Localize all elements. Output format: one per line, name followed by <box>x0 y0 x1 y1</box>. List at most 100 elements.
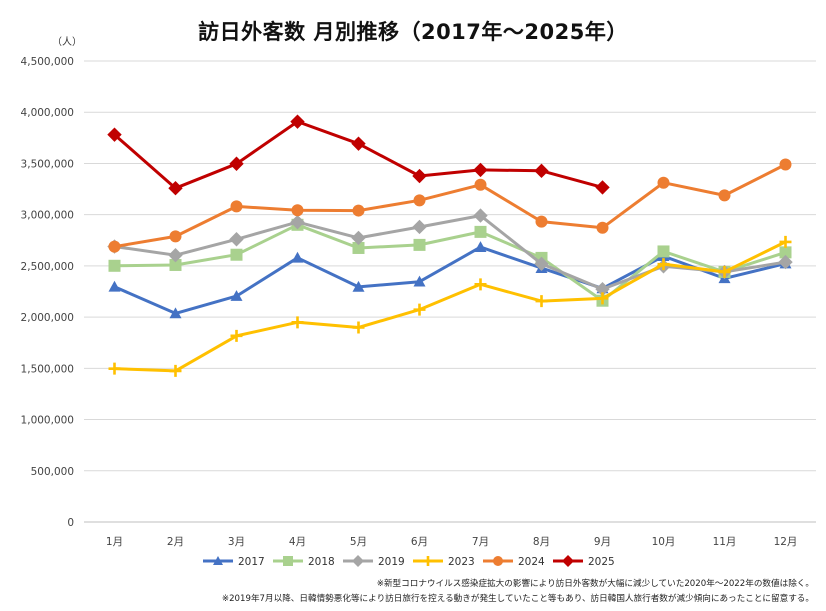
y-tick-label: 1,500,000 <box>21 363 74 375</box>
legend-label: 2025 <box>588 556 615 568</box>
series-line-2023 <box>113 240 787 373</box>
legend-marker <box>213 556 223 565</box>
data-point-2018 <box>169 258 182 271</box>
legend-item-2019: 2019 <box>343 555 405 568</box>
series-2019 <box>107 208 793 297</box>
data-point-2019 <box>595 281 610 297</box>
x-tick-label: 4月 <box>289 536 306 548</box>
data-point-2023 <box>779 235 792 248</box>
series-2024 <box>108 158 792 253</box>
legend-label: 2019 <box>378 556 405 568</box>
data-point-2023 <box>413 303 426 316</box>
x-tick-label: 3月 <box>228 536 245 548</box>
data-point-2017 <box>413 275 426 287</box>
x-tick-label: 8月 <box>533 536 550 548</box>
legend-marker <box>423 556 433 566</box>
data-point-2019 <box>473 208 488 223</box>
data-point-2025 <box>229 156 244 171</box>
data-point-2017 <box>352 280 365 292</box>
x-tick-label: 12月 <box>774 536 798 548</box>
data-point-2023 <box>474 278 487 291</box>
data-point-2019 <box>534 256 549 272</box>
data-point-2019 <box>168 248 183 263</box>
y-tick-label: 3,000,000 <box>21 210 74 222</box>
data-point-2023 <box>352 321 365 334</box>
data-point-2025 <box>473 162 488 178</box>
legend-marker <box>283 556 293 566</box>
data-point-2025 <box>290 114 305 129</box>
x-axis-ticks: 1月 2月 3月 4月 5月 6月 7月 8月 9月 10月 11月 12月 <box>106 536 798 548</box>
data-point-2017 <box>291 251 304 263</box>
y-axis-unit-label: （人） <box>52 37 82 48</box>
x-tick-label: 7月 <box>472 536 489 548</box>
data-point-2024 <box>535 215 548 228</box>
data-point-2018 <box>413 238 426 251</box>
data-point-2024 <box>291 204 304 217</box>
data-point-2023 <box>169 364 182 377</box>
data-point-2025 <box>107 127 122 142</box>
data-point-2024 <box>108 240 121 253</box>
data-point-2024 <box>718 189 731 202</box>
footnote-2: ※2019年7月以降、日韓情勢悪化等により訪日旅行を控える動きが発生していたこと… <box>221 594 814 604</box>
data-point-2018 <box>352 241 365 254</box>
data-point-2019 <box>412 219 427 235</box>
data-point-2017 <box>230 290 243 301</box>
y-tick-label: 500,000 <box>31 466 74 478</box>
data-point-2023 <box>291 316 304 329</box>
data-point-2024 <box>474 178 487 191</box>
data-point-2019 <box>351 230 366 246</box>
data-point-2025 <box>351 136 366 151</box>
data-point-2023 <box>596 292 609 305</box>
y-tick-label: 4,500,000 <box>21 56 74 68</box>
data-point-2018 <box>474 225 487 238</box>
y-tick-label: 1,000,000 <box>21 415 74 427</box>
data-point-2023 <box>230 329 243 342</box>
data-point-2023 <box>657 258 670 271</box>
series-line-2025 <box>113 120 604 190</box>
legend-marker <box>562 555 574 567</box>
data-point-2024 <box>169 230 182 243</box>
data-point-2017 <box>108 280 121 292</box>
legend-marker <box>493 556 503 566</box>
data-point-2019 <box>778 254 793 270</box>
legend-item-2018: 2018 <box>273 556 335 568</box>
legend-label: 2018 <box>308 556 335 568</box>
series-2025 <box>107 114 610 196</box>
series-2023 <box>108 235 792 377</box>
series-2017 <box>108 241 792 319</box>
x-tick-label: 9月 <box>594 536 611 548</box>
data-point-2018 <box>230 248 243 261</box>
data-point-2023 <box>718 265 731 278</box>
legend: 2017 2018 2019 2023 2024 2025 <box>203 555 615 568</box>
y-tick-label: 2,000,000 <box>21 312 74 324</box>
data-point-2019 <box>290 214 305 230</box>
series-line-2019 <box>113 214 787 291</box>
legend-label: 2017 <box>238 556 265 568</box>
legend-item-2024: 2024 <box>483 556 545 568</box>
legend-marker <box>352 555 364 567</box>
series-line-2024 <box>113 163 787 249</box>
y-tick-label: 3,500,000 <box>21 158 74 170</box>
y-axis-ticks: 0 500,000 1,000,000 1,500,000 2,000,000 2,500… <box>21 56 74 529</box>
gridlines <box>84 60 816 523</box>
data-point-2018 <box>657 245 670 258</box>
data-point-2025 <box>412 168 427 184</box>
legend-label: 2023 <box>448 556 475 568</box>
y-tick-label: 4,000,000 <box>21 107 74 119</box>
data-point-2017 <box>474 241 487 252</box>
x-tick-label: 6月 <box>411 536 428 548</box>
series-line-2017 <box>113 245 787 315</box>
data-point-2023 <box>108 362 121 375</box>
data-point-2025 <box>168 181 183 196</box>
legend-item-2017: 2017 <box>203 556 265 568</box>
chart-title: 訪日外客数 月別推移（2017年～2025年） <box>198 20 628 44</box>
legend-item-2025: 2025 <box>553 555 615 568</box>
y-tick-label: 2,500,000 <box>21 261 74 273</box>
y-tick-label: 0 <box>67 517 74 529</box>
x-tick-label: 5月 <box>350 536 367 548</box>
data-point-2024 <box>596 221 609 234</box>
legend-item-2023: 2023 <box>413 556 475 568</box>
data-point-2017 <box>169 307 182 319</box>
data-point-2024 <box>413 194 426 207</box>
